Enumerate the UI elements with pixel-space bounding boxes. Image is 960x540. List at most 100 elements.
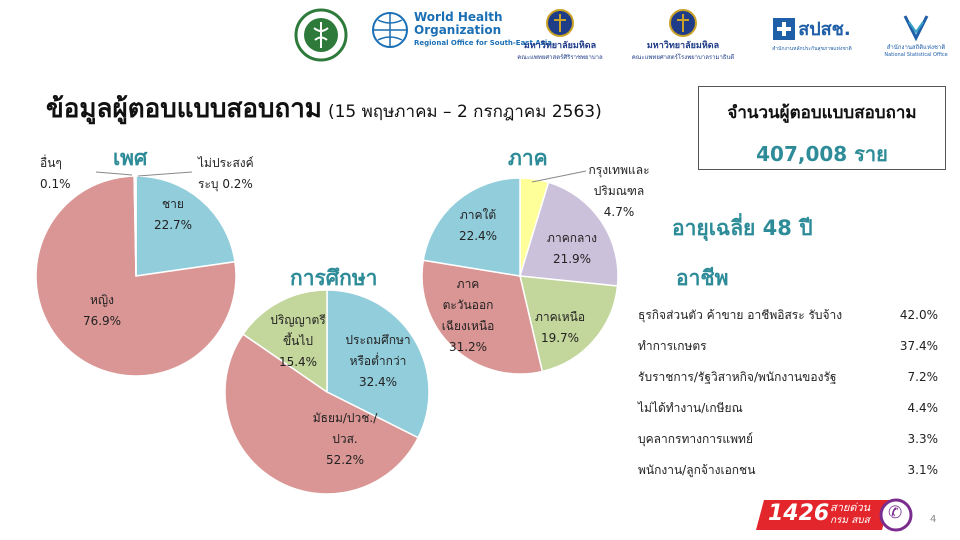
education-primary-name1: ประถมศึกษา xyxy=(345,333,411,347)
gender-pie-slice-0 xyxy=(135,175,236,277)
region-pie-slice-3 xyxy=(421,259,544,375)
page-number: 4 xyxy=(930,514,937,525)
respondent-count-label: จำนวนผู้ตอบแบบสอบถาม xyxy=(727,103,917,123)
occupation-value: 4.4% xyxy=(907,401,939,415)
gender-female-name: หญิง xyxy=(90,293,114,307)
region-bangkok-value: 4.7% xyxy=(603,205,635,219)
siriraj-line2: คณะแพทยศาสตร์ศิริราชพยาบาล xyxy=(517,54,603,61)
region-label-south: ภาคใต้ 22.4% xyxy=(448,205,508,247)
hotline-number: 1426 xyxy=(768,501,830,526)
gender-label-female: หญิง 76.9% xyxy=(72,290,132,332)
average-age-label: อายุเฉลี่ย 48 ปี xyxy=(672,216,813,240)
occupation-name: บุคลากรทางการแพทย์ xyxy=(638,432,753,446)
nhso-cross-icon xyxy=(773,17,796,40)
education-bachelor-name2: ขึ้นไป xyxy=(282,334,314,348)
region-label-north: ภาคเหนือ 19.7% xyxy=(528,307,592,349)
page-title: ข้อมูลผู้ตอบแบบสอบถาม (15 พฤษภาคม – 2 กรก… xyxy=(46,88,602,129)
region-bangkok-name1: กรุงเทพและ xyxy=(588,163,650,177)
page-title-date: (15 พฤษภาคม – 2 กรกฎาคม 2563) xyxy=(327,102,602,122)
gender-unspecified-leader-line xyxy=(137,171,193,177)
gender-male-value: 22.7% xyxy=(153,218,193,232)
nso-emblem-icon xyxy=(903,15,929,42)
region-north-value: 19.7% xyxy=(540,331,580,345)
occupation-row: บุคลากรทางการแพทย์ 3.3% xyxy=(638,426,938,457)
region-south-name: ภาคใต้ xyxy=(459,208,497,222)
who-line2: Organization xyxy=(414,22,502,37)
gender-other-leader-line xyxy=(95,171,133,176)
gender-label-male: ชาย 22.7% xyxy=(148,194,198,236)
respondent-count-box: จำนวนผู้ตอบแบบสอบถาม 407,008 ราย xyxy=(698,86,946,170)
region-chart-title: ภาค xyxy=(508,146,548,170)
occupation-name: ไม่ได้ทำงาน/เกษียณ xyxy=(638,401,743,415)
nso-logo: สำนักงานสถิติแห่งชาติ National Statistic… xyxy=(878,12,954,58)
region-label-bangkok: กรุงเทพและ ปริมณฑล 4.7% xyxy=(584,160,654,223)
region-northeast-name2: ตะวันออก xyxy=(442,298,494,312)
region-label-northeast: ภาค ตะวันออก เฉียงเหนือ 31.2% xyxy=(436,274,500,358)
region-northeast-name3: เฉียงเหนือ xyxy=(441,319,495,333)
siriraj-line1: มหาวิทยาลัยมหิดล xyxy=(523,41,597,51)
gender-pie xyxy=(35,175,237,377)
hotline-text2: กรม สบส xyxy=(830,515,870,526)
gender-chart-title: เพศ xyxy=(113,146,148,170)
nhso-line1: สปสช. xyxy=(798,19,851,40)
region-south-value: 22.4% xyxy=(458,229,498,243)
rama-line1: มหาวิทยาลัยมหิดล xyxy=(646,41,720,51)
gender-unspecified-name1: ไม่ประสงค์ xyxy=(198,156,254,170)
nhso-line2: สำนักงานหลักประกันสุขภาพแห่งชาติ xyxy=(772,46,852,52)
education-secondary-value: 52.2% xyxy=(325,453,365,467)
ministry-seal-icon xyxy=(294,8,348,62)
education-pie-slice-1 xyxy=(224,333,420,495)
region-central-value: 21.9% xyxy=(552,252,592,266)
gender-unspecified-value: 0.2% xyxy=(222,177,253,191)
nso-line2: National Statistical Office xyxy=(884,52,948,58)
occupation-value: 3.3% xyxy=(907,432,939,446)
who-line1: World Health xyxy=(414,9,503,24)
occupation-table: ธุรกิจส่วนตัว ค้าขาย อาชีพอิสระ รับจ้าง 4… xyxy=(638,302,938,488)
gender-pie-slice-3 xyxy=(133,175,137,277)
education-bachelor-name1: ปริญญาตรี xyxy=(270,313,326,327)
nso-line1: สำนักงานสถิติแห่งชาติ xyxy=(886,44,946,51)
occupation-row: พนักงาน/ลูกจ้างเอกชน 3.1% xyxy=(638,457,938,488)
occupation-name: พนักงาน/ลูกจ้างเอกชน xyxy=(638,463,756,477)
mahidol-seal-icon-2 xyxy=(669,9,697,37)
gender-other-value: 0.1% xyxy=(40,177,71,191)
hotline-text1: สายด่วน xyxy=(830,501,871,514)
education-label-bachelor: ปริญญาตรี ขึ้นไป 15.4% xyxy=(258,310,338,373)
occupation-row: ทำการเกษตร 37.4% xyxy=(638,333,938,364)
who-emblem-icon xyxy=(372,12,408,48)
occupation-value: 7.2% xyxy=(907,370,939,384)
education-pie-slice-0 xyxy=(326,289,430,439)
gender-label-other: อื่นๆ 0.1% xyxy=(40,153,71,195)
who-logo: World Health Organization Regional Offic… xyxy=(370,10,552,50)
occupation-row: รับราชการ/รัฐวิสาหกิจ/พนักงานของรัฐ 7.2% xyxy=(638,364,938,395)
occupation-name: รับราชการ/รัฐวิสาหกิจ/พนักงานของรัฐ xyxy=(638,370,837,384)
mahidol-seal-icon xyxy=(546,9,574,37)
region-northeast-value: 31.2% xyxy=(448,340,488,354)
gender-male-name: ชาย xyxy=(162,197,184,211)
region-pie-slice-4 xyxy=(422,177,521,277)
education-secondary-name1: มัธยม/ปวช./ xyxy=(312,411,378,425)
occupation-title: อาชีพ xyxy=(676,266,729,290)
rama-line2: คณะแพทยศาสตร์โรงพยาบาลรามาธิบดี xyxy=(631,54,735,61)
education-label-primary: ประถมศึกษา หรือต่ำกว่า 32.4% xyxy=(338,330,418,393)
region-bangkok-leader-line xyxy=(531,170,587,183)
gender-female-value: 76.9% xyxy=(82,314,122,328)
gender-label-unspecified: ไม่ประสงค์ ระบุ 0.2% xyxy=(198,153,254,195)
occupation-row: ไม่ได้ทำงาน/เกษียณ 4.4% xyxy=(638,395,938,426)
education-chart-title: การศึกษา xyxy=(290,266,378,290)
page-title-main: ข้อมูลผู้ตอบแบบสอบถาม xyxy=(46,94,322,124)
phone-icon: ✆ xyxy=(888,503,903,523)
occupation-value: 3.1% xyxy=(907,463,939,477)
who-line3: Regional Office for South-East Asia xyxy=(414,38,552,47)
occupation-value: 37.4% xyxy=(899,339,938,353)
occupation-name: ทำการเกษตร xyxy=(638,339,707,353)
hotline-background xyxy=(756,498,913,532)
education-bachelor-value: 15.4% xyxy=(278,355,318,369)
occupation-name: ธุรกิจส่วนตัว ค้าขาย อาชีพอิสระ รับจ้าง xyxy=(638,308,843,322)
mahidol-siriraj-logo: มหาวิทยาลัยมหิดล คณะแพทยศาสตร์ศิริราชพยา… xyxy=(510,8,610,62)
gender-other-name: อื่นๆ xyxy=(40,156,62,170)
hotline-badge: 1426 สายด่วน กรม สบส ✆ xyxy=(754,498,914,532)
occupation-row: ธุรกิจส่วนตัว ค้าขาย อาชีพอิสระ รับจ้าง 4… xyxy=(638,302,938,333)
logo-row: World Health Organization Regional Offic… xyxy=(0,8,960,64)
